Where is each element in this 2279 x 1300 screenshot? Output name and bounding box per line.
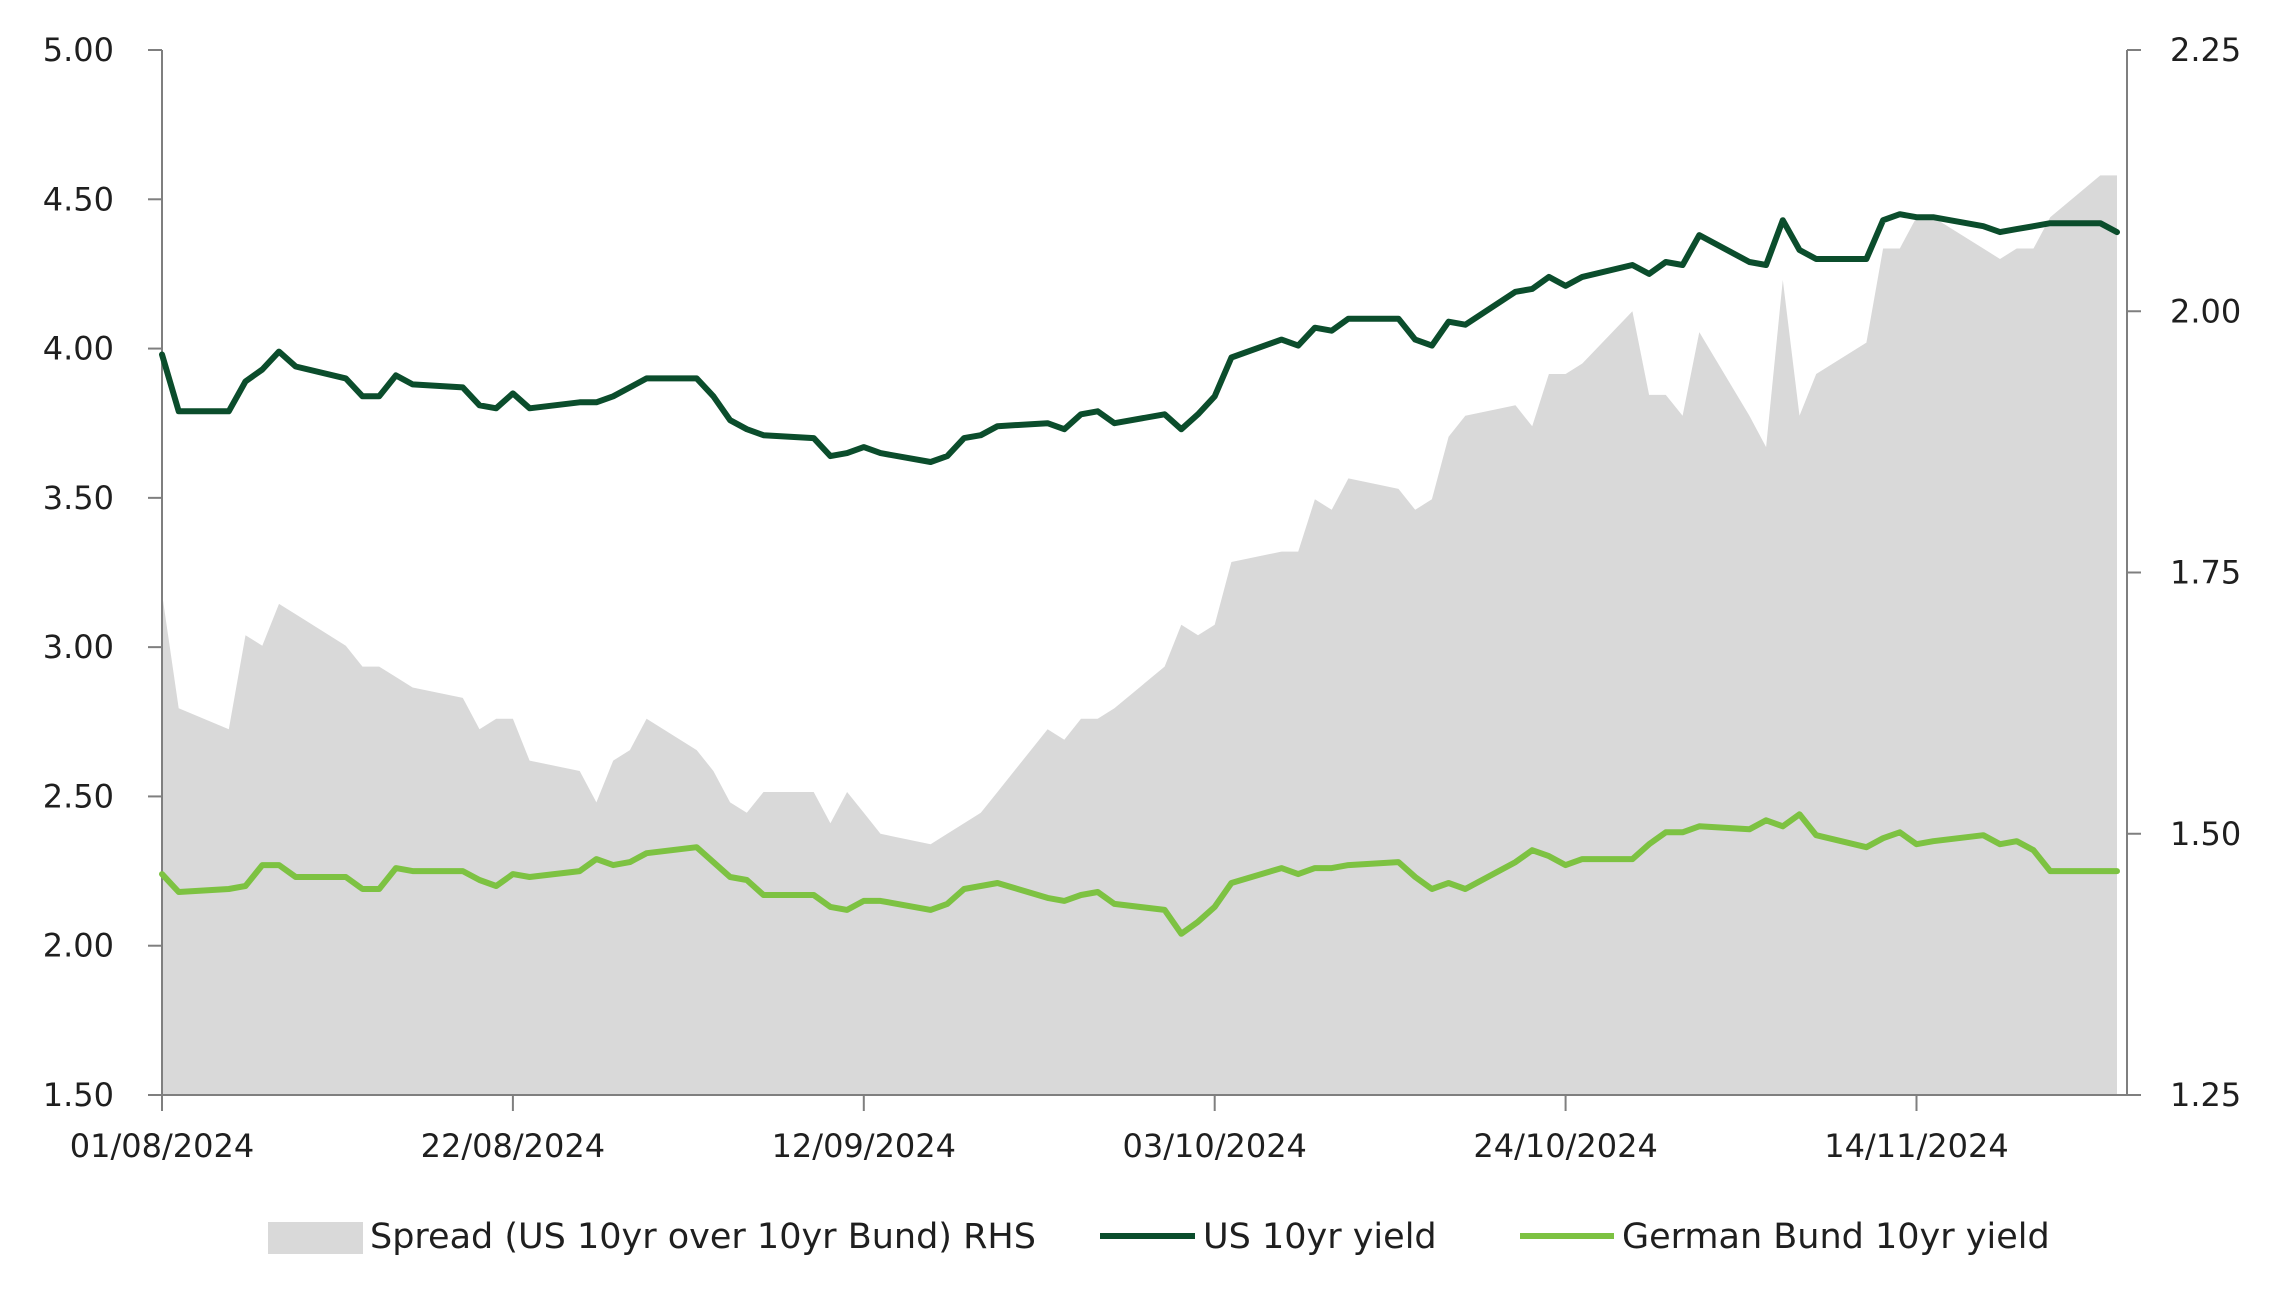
y-left-tick-label: 3.50 [43, 479, 114, 517]
x-tick-label: 01/08/2024 [70, 1127, 254, 1165]
y-right-tick-label: 2.00 [2170, 292, 2241, 330]
x-tick-label: 03/10/2024 [1122, 1127, 1306, 1165]
x-tick-label: 22/08/2024 [421, 1127, 605, 1165]
y-right-tick-label: 1.75 [2170, 554, 2241, 592]
x-tick-label: 12/09/2024 [772, 1127, 956, 1165]
legend-swatch-spread [268, 1222, 363, 1254]
y-left-tick-label: 4.50 [43, 180, 114, 218]
series-line-us-10yr [159, 211, 2120, 465]
y-left-tick-label: 3.00 [43, 628, 114, 666]
y-left-tick-label: 5.00 [43, 31, 114, 69]
legend-label-spread: Spread (US 10yr over 10yr Bund) RHS [370, 1217, 1036, 1257]
x-tick-label: 14/11/2024 [1824, 1127, 2008, 1165]
line-layer [159, 211, 2120, 937]
y-right-tick-label: 2.25 [2170, 31, 2241, 69]
area-layer [162, 175, 2117, 1095]
y-left-tick-label: 4.00 [43, 330, 114, 368]
axis-layer: 1.50 2.00 2.50 3.00 3.50 4.00 4.50 5.00 1.25 1.50… [43, 31, 2242, 1165]
series-area-spread [162, 175, 2117, 1095]
legend-label-us-10yr: US 10yr yield [1203, 1217, 1437, 1257]
legend-label-bund-10yr: German Bund 10yr yield [1622, 1217, 2050, 1257]
legend: Spread (US 10yr over 10yr Bund) RHS US 10… [268, 1217, 2050, 1257]
y-left-tick-label: 2.50 [43, 777, 114, 815]
y-left-tick-label: 2.00 [43, 927, 114, 965]
x-tick-label: 24/10/2024 [1473, 1127, 1657, 1165]
y-left-tick-label: 1.50 [43, 1076, 114, 1114]
y-right-tick-label: 1.50 [2170, 815, 2241, 853]
series-line-bund-10yr [159, 811, 2120, 937]
y-right-tick-label: 1.25 [2170, 1076, 2241, 1114]
